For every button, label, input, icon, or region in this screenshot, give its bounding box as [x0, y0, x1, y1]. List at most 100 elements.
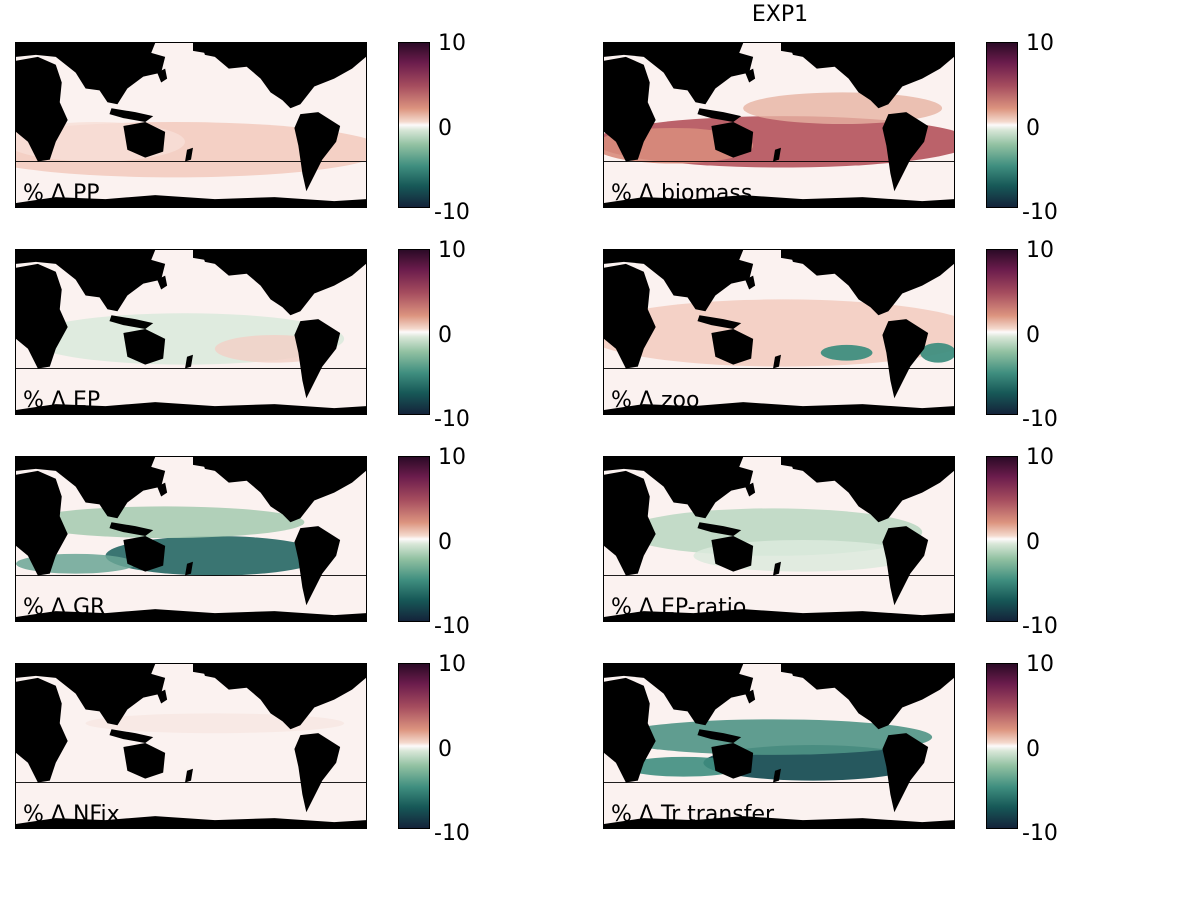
panel-label: % Δ biomass [611, 181, 753, 206]
colorbar-tick-label: 10 [1026, 652, 1054, 677]
landmass [16, 263, 68, 369]
colorbar-tick-label: 10 [438, 31, 466, 56]
map-image [604, 43, 954, 207]
panel-label: % Δ NFix [23, 802, 120, 827]
colorbar-tick-label: 10 [1026, 238, 1054, 263]
map-image [16, 43, 366, 207]
landmass [294, 733, 341, 813]
landmass [109, 522, 154, 537]
landmass [788, 250, 954, 316]
panel-label: % Δ GR [23, 595, 106, 620]
landmass [16, 457, 166, 519]
map-image [16, 457, 366, 621]
landmass [604, 677, 656, 783]
landmass [294, 112, 341, 192]
landmass [604, 457, 754, 519]
landmass [780, 250, 799, 260]
landmass [882, 319, 929, 399]
landmass [123, 536, 166, 572]
landmass [780, 43, 799, 53]
landmass [697, 108, 742, 123]
landmass [200, 664, 366, 730]
colorbar-tick-label: 0 [438, 323, 452, 348]
landmass [16, 470, 68, 576]
landmass [344, 250, 366, 262]
map-panel-biomass: % Δ biomass [603, 42, 955, 208]
map-image [16, 250, 366, 414]
landmass [344, 664, 366, 676]
landmass [604, 195, 954, 207]
anomaly-region [613, 719, 933, 755]
colorbar-tick-label: 0 [438, 530, 452, 555]
colorbar [398, 42, 430, 208]
landmass [745, 689, 756, 704]
map-panel-tr-transfer: % Δ Tr transfer [603, 663, 955, 829]
colorbar [986, 42, 1018, 208]
landmass [192, 457, 211, 467]
colorbar-tick-label: -10 [1022, 821, 1058, 846]
colorbar-tick-label: -10 [434, 614, 470, 639]
landmass [109, 729, 154, 744]
landmass [16, 677, 68, 783]
landmass [773, 354, 781, 369]
landmass [604, 43, 754, 105]
landmass [932, 250, 954, 262]
colorbar [986, 663, 1018, 829]
colorbar-tick-label: 10 [1026, 445, 1054, 470]
landmass [745, 275, 756, 290]
colorbar-tick-label: 0 [1026, 323, 1040, 348]
landmass [773, 147, 781, 162]
landmass [604, 56, 656, 162]
landmass [16, 609, 366, 621]
colorbar-tick-label: 0 [438, 116, 452, 141]
landmass [932, 43, 954, 55]
landmass [16, 816, 366, 828]
landmass [882, 733, 929, 813]
landmass [157, 689, 168, 704]
anomaly-region [920, 342, 954, 363]
landmass [109, 108, 154, 123]
landmass [604, 263, 656, 369]
landmass [604, 250, 754, 312]
colorbar [398, 456, 430, 622]
colorbar-tick-label: 0 [438, 737, 452, 762]
landmass [16, 402, 366, 414]
landmass [200, 457, 366, 523]
landmass [780, 457, 799, 467]
map-panel-zoo: % Δ zoo [603, 249, 955, 415]
colorbar-tick-label: 10 [438, 445, 466, 470]
colorbar-tick-label: 10 [438, 238, 466, 263]
map-panel-ep-ratio: % Δ EP-ratio [603, 456, 955, 622]
landmass [192, 43, 211, 53]
landmass [745, 68, 756, 83]
colorbar-tick-label: -10 [1022, 614, 1058, 639]
landmass [788, 664, 954, 730]
landmass [604, 816, 954, 828]
map-image [604, 664, 954, 828]
landmass [697, 315, 742, 330]
colorbar-tick-label: 10 [438, 652, 466, 677]
landmass [932, 457, 954, 469]
map-panel-pp: % Δ PP [15, 42, 367, 208]
landmass [788, 457, 954, 523]
colorbar-tick-label: -10 [434, 821, 470, 846]
anomaly-region [623, 756, 744, 777]
landmass [200, 43, 366, 109]
map-panel-nfix: % Δ NFix [15, 663, 367, 829]
landmass [932, 664, 954, 676]
landmass [697, 729, 742, 744]
colorbar [398, 663, 430, 829]
landmass [109, 315, 154, 330]
anomaly-region [25, 506, 305, 539]
map-image [16, 664, 366, 828]
colorbar [398, 249, 430, 415]
landmass [711, 743, 754, 779]
colorbar-tick-label: 0 [1026, 530, 1040, 555]
landmass [185, 354, 193, 369]
landmass [157, 482, 168, 497]
panel-label: % Δ EP-ratio [611, 595, 747, 620]
landmass [192, 250, 211, 260]
figure-title: EXP1 [751, 2, 809, 27]
colorbar [986, 456, 1018, 622]
landmass [157, 275, 168, 290]
